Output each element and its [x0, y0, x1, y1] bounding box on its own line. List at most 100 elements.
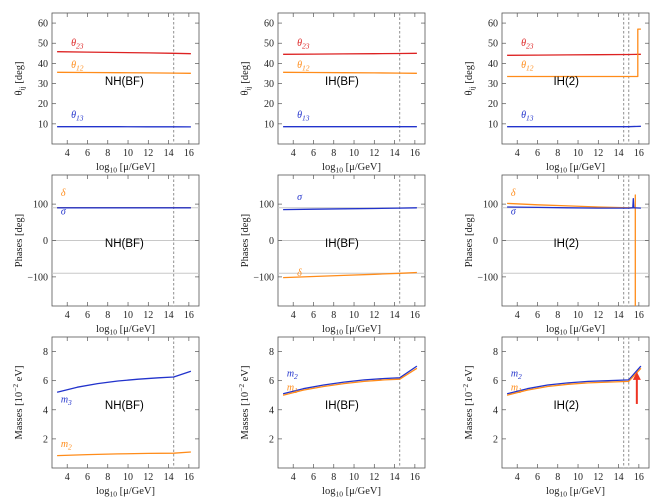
- y-tick-label: 8: [493, 347, 498, 358]
- x-tick-label: 10: [573, 472, 583, 483]
- x-axis-label: log10 [μ/GeV]: [96, 162, 155, 175]
- x-tick-label: 16: [184, 472, 194, 483]
- y-tick-label: 2: [269, 434, 274, 445]
- x-tick-label: 12: [143, 148, 153, 159]
- panel-masses-2: 4 6 8 10 12 14 16 2 4 6 8 m2 m1 IH(BF) log10 [μ/GeV] Ma…: [237, 336, 426, 499]
- x-tick-label: 12: [369, 310, 379, 321]
- x-tick-label: 12: [593, 148, 603, 159]
- series-label: m2: [61, 439, 72, 452]
- series-label: θ13: [71, 110, 84, 123]
- series-label: δ: [61, 188, 66, 199]
- series-line-δ: [507, 194, 636, 306]
- series-label: θ23: [71, 38, 84, 51]
- x-tick-label: 14: [614, 472, 624, 483]
- y-tick-label: 0: [493, 236, 498, 247]
- series-line-θ12: [283, 71, 417, 74]
- series-label: δ: [297, 268, 302, 279]
- panel-masses-3: 4 6 8 10 12 14 16 2 4 6 8 m2 m1 IH(2) log10 [μ/GeV] Mas…: [461, 336, 650, 499]
- panel-angles-1: 4 6 8 10 12 14 16 10 20 30 40 50 60 θ23 θ12 θ13 NH(BF) lo…: [14, 12, 200, 175]
- series-label: θ12: [297, 60, 310, 73]
- y-tick-label: 2: [493, 434, 498, 445]
- y-tick-label: −100: [253, 272, 274, 283]
- panel-masses-1: 4 6 8 10 12 14 16 2 4 6 8 m3 m2 NH(BF) log10 [μ/GeV] Ma…: [11, 336, 200, 499]
- y-tick-label: 10: [38, 119, 48, 130]
- series-line-m1: [506, 367, 642, 396]
- x-tick-label: 12: [593, 310, 603, 321]
- series-label: σ: [297, 192, 303, 203]
- y-tick-label: −100: [477, 272, 498, 283]
- panel-label: NH(BF): [105, 76, 144, 88]
- y-tick-label: 30: [488, 79, 498, 90]
- x-tick-label: 14: [390, 472, 400, 483]
- x-axis-label: log10 [μ/GeV]: [546, 486, 605, 499]
- plot-frame: [51, 12, 200, 145]
- x-tick-label: 16: [184, 310, 194, 321]
- x-tick-label: 4: [65, 148, 70, 159]
- x-tick-label: 4: [515, 310, 520, 321]
- panel-angles-3: 4 6 8 10 12 14 16 10 20 30 40 50 60 θ23 θ12 θ13 IH(2) log…: [464, 12, 650, 175]
- x-tick-label: 10: [573, 310, 583, 321]
- series-line-σ: [283, 207, 417, 211]
- y-tick-label: 20: [38, 99, 48, 110]
- plot-frame: [501, 12, 650, 145]
- panel-phases-3: 4 6 8 10 12 14 16 −100 0 100 δσ IH(2) log10 [μ/GeV] P…: [464, 174, 650, 337]
- series-line-θ23: [57, 51, 191, 55]
- y-axis-label: Masses [10−2 eV]: [461, 366, 475, 440]
- x-tick-label: 8: [555, 310, 560, 321]
- y-tick-label: 20: [488, 99, 498, 110]
- x-tick-label: 14: [614, 148, 624, 159]
- y-axis-label: Phases [deg]: [464, 214, 475, 267]
- x-tick-label: 6: [311, 472, 316, 483]
- x-tick-label: 6: [535, 472, 540, 483]
- x-tick-label: 6: [311, 310, 316, 321]
- x-tick-label: 14: [164, 148, 174, 159]
- series-label: m2: [511, 368, 522, 381]
- y-tick-label: 8: [43, 347, 48, 358]
- x-tick-label: 16: [634, 310, 644, 321]
- x-tick-label: 10: [123, 472, 133, 483]
- x-tick-label: 8: [331, 148, 336, 159]
- panel-phases-2: 4 6 8 10 12 14 16 −100 0 100 σ δ IH(BF) log10 [μ/GeV]…: [240, 174, 426, 337]
- y-tick-label: 100: [33, 200, 48, 211]
- x-tick-label: 8: [331, 310, 336, 321]
- x-axis-label: log10 [μ/GeV]: [96, 486, 155, 499]
- series-label: m3: [61, 395, 72, 408]
- y-tick-label: 50: [38, 39, 48, 50]
- series-label: θ12: [521, 60, 534, 73]
- y-tick-label: 40: [264, 59, 274, 70]
- y-tick-label: 30: [38, 79, 48, 90]
- panel-label: IH(BF): [325, 76, 359, 88]
- series-line-m2: [506, 365, 642, 395]
- y-tick-label: 50: [488, 39, 498, 50]
- panel-label: IH(2): [553, 400, 579, 412]
- x-tick-label: 12: [369, 148, 379, 159]
- x-tick-label: 14: [390, 310, 400, 321]
- x-tick-label: 16: [410, 310, 420, 321]
- x-tick-label: 4: [515, 148, 520, 159]
- x-tick-label: 8: [105, 310, 110, 321]
- y-tick-label: 40: [488, 59, 498, 70]
- y-tick-label: 6: [269, 376, 274, 387]
- series-label: σ: [61, 206, 67, 217]
- y-tick-label: 0: [43, 236, 48, 247]
- x-tick-label: 4: [65, 472, 70, 483]
- x-tick-label: 12: [369, 472, 379, 483]
- y-tick-label: 100: [259, 200, 274, 211]
- x-tick-label: 14: [614, 310, 624, 321]
- series-line-θ12: [57, 71, 191, 74]
- y-tick-label: 10: [488, 119, 498, 130]
- y-axis-label: θij [deg]: [14, 62, 27, 96]
- y-tick-label: 60: [488, 19, 498, 30]
- panel-label: IH(BF): [325, 400, 359, 412]
- y-tick-label: 2: [43, 434, 48, 445]
- series-label: δ: [511, 188, 516, 199]
- y-axis-label: Phases [deg]: [240, 214, 251, 267]
- x-tick-label: 16: [634, 148, 644, 159]
- x-tick-label: 14: [164, 310, 174, 321]
- x-tick-label: 16: [410, 472, 420, 483]
- series-line-θ23: [507, 53, 641, 56]
- y-tick-label: 8: [269, 347, 274, 358]
- x-tick-label: 12: [143, 310, 153, 321]
- series-line-m3: [56, 370, 192, 393]
